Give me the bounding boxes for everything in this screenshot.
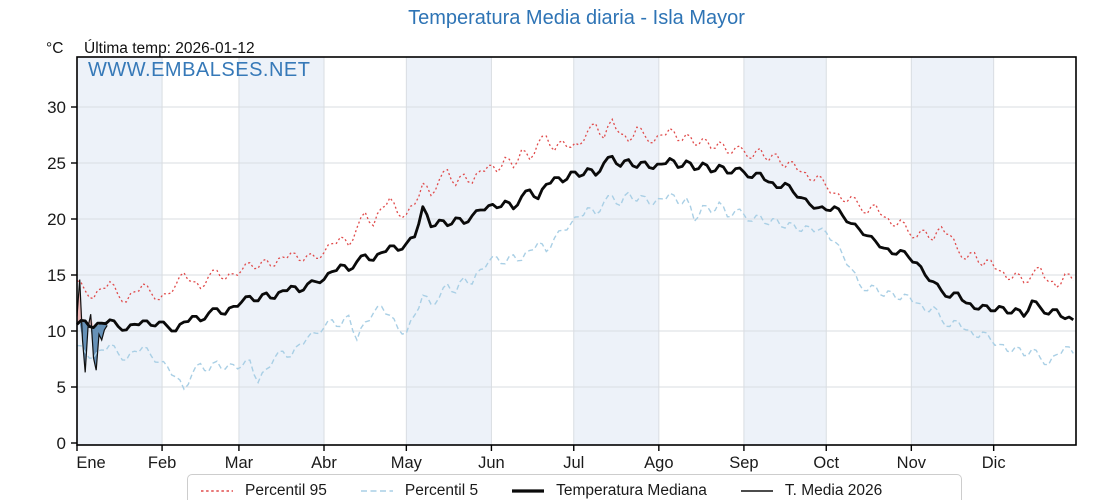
svg-text:25: 25 xyxy=(47,154,66,173)
gridlines xyxy=(77,57,1076,445)
watermark: WWW.EMBALSES.NET xyxy=(88,59,311,81)
svg-text:0: 0 xyxy=(57,434,66,453)
svg-text:Nov: Nov xyxy=(897,454,927,472)
plot-border xyxy=(76,56,1077,446)
legend-item-t-media-2026: T. Media 2026 xyxy=(740,482,882,500)
percentil-5-line-sample xyxy=(360,490,393,492)
axis-ticks xyxy=(71,106,995,451)
svg-text:10: 10 xyxy=(47,322,66,341)
svg-text:15: 15 xyxy=(47,266,66,285)
svg-text:May: May xyxy=(391,454,423,472)
month-stripes xyxy=(77,57,994,445)
y-axis-unit-label: °C xyxy=(46,40,64,57)
x-axis-tick-labels: Ene Feb Mar Abr May Jun Jul Ago Sep Oct Nov Dic xyxy=(76,454,1005,472)
legend-label: Temperatura Mediana xyxy=(556,482,707,499)
percentil-95-line xyxy=(76,117,1074,303)
temperatura-mediana-line xyxy=(76,154,1075,333)
chart-legend: Percentil 95 Percentil 5 Temperatura Med… xyxy=(187,474,962,500)
last-temp-label: Última temp: 2026-01-12 xyxy=(84,40,255,57)
chart-title: Temperatura Media diaria - Isla Mayor xyxy=(408,7,745,29)
t-media-2026-line-sample xyxy=(740,490,773,492)
svg-text:Jun: Jun xyxy=(478,454,505,472)
svg-text:Abr: Abr xyxy=(311,454,337,472)
svg-text:Ago: Ago xyxy=(644,454,673,472)
mediana-line-sample xyxy=(512,489,545,493)
legend-item-percentil-5: Percentil 5 xyxy=(360,482,478,500)
svg-text:Oct: Oct xyxy=(813,454,839,472)
svg-text:Feb: Feb xyxy=(148,454,176,472)
legend-item-percentil-95: Percentil 95 xyxy=(200,482,327,500)
svg-text:Jul: Jul xyxy=(563,454,584,472)
t-media-2026-line xyxy=(76,279,108,373)
legend-item-mediana: Temperatura Mediana xyxy=(511,482,707,500)
svg-text:Sep: Sep xyxy=(729,454,758,472)
legend-label: Percentil 95 xyxy=(245,482,327,499)
percentil-5-line xyxy=(76,190,1074,391)
svg-text:5: 5 xyxy=(57,378,66,397)
svg-text:Mar: Mar xyxy=(225,454,254,472)
percentil-95-line-sample xyxy=(201,490,233,492)
svg-text:Dic: Dic xyxy=(982,454,1006,472)
svg-text:20: 20 xyxy=(47,210,66,229)
svg-text:Ene: Ene xyxy=(76,454,105,472)
y-axis-tick-labels: 0 5 10 15 20 25 30 xyxy=(47,98,66,453)
legend-label: Percentil 5 xyxy=(404,482,479,499)
legend-label: T. Media 2026 xyxy=(784,482,883,499)
svg-text:30: 30 xyxy=(47,98,66,117)
